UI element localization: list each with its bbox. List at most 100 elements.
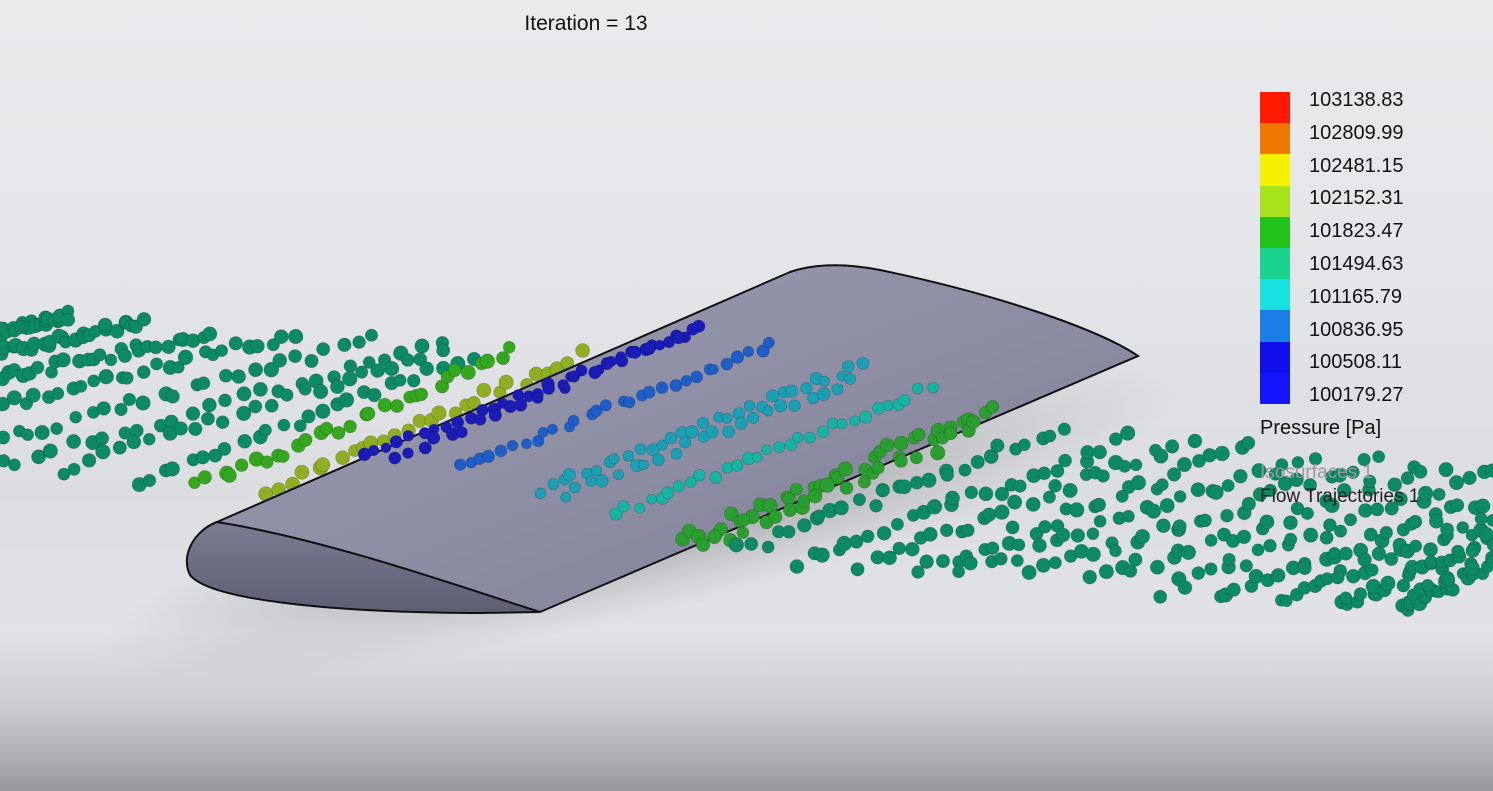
- trajectory-particle: [277, 418, 291, 432]
- trajectory-particle: [628, 345, 642, 359]
- trajectory-particle: [231, 369, 246, 384]
- trajectory-particle: [961, 523, 975, 537]
- trajectory-particle: [258, 423, 272, 437]
- trajectory-particle: [1042, 490, 1056, 504]
- trajectory-particle: [646, 443, 660, 457]
- trajectory-particle: [1464, 560, 1480, 576]
- trajectory-particle: [454, 458, 467, 471]
- trajectory-particle: [316, 342, 331, 356]
- trajectory-particle: [1155, 478, 1169, 491]
- trajectory-particle: [389, 435, 403, 449]
- trajectory-particle: [1236, 529, 1252, 545]
- trajectory-particle: [98, 369, 114, 385]
- trajectory-particle: [150, 357, 164, 371]
- trajectory-particle: [876, 525, 892, 541]
- trajectory-particle: [879, 437, 895, 453]
- wing-top-surface[interactable]: [214, 264, 1141, 614]
- trajectory-particle: [833, 500, 849, 516]
- trajectory-particle: [1037, 466, 1051, 481]
- trajectory-particle: [0, 430, 11, 445]
- trajectory-particle: [228, 336, 243, 351]
- trajectory-particle: [1092, 444, 1107, 460]
- trajectory-particle: [763, 336, 775, 349]
- trajectory-particle: [1450, 498, 1465, 513]
- trajectory-particle: [165, 389, 180, 404]
- trajectory-particle: [567, 414, 580, 427]
- trajectory-particle: [109, 323, 125, 339]
- trajectory-particle: [1462, 470, 1477, 486]
- trajectory-particle: [1115, 489, 1129, 503]
- trajectory-particle: [670, 447, 683, 460]
- color-swatch: [1260, 154, 1290, 186]
- trajectory-particle: [215, 344, 228, 357]
- trajectory-particle: [164, 461, 180, 477]
- trajectory-particle: [1338, 546, 1353, 561]
- trajectory-particle: [1025, 496, 1041, 512]
- trajectory-particle: [1380, 575, 1396, 591]
- legend-tick: 100836.95: [1309, 318, 1404, 341]
- trajectory-particle: [343, 419, 357, 434]
- trajectory-particle: [966, 414, 981, 429]
- trajectory-particle: [826, 417, 839, 430]
- trajectory-particle: [1109, 544, 1122, 558]
- trajectory-particle: [1297, 560, 1312, 575]
- trajectory-particle: [402, 430, 414, 442]
- trajectory-particle: [1091, 497, 1106, 512]
- trajectory-particle: [221, 468, 237, 483]
- trajectory-particle: [185, 406, 201, 421]
- color-swatch: [1260, 185, 1290, 217]
- flow-trajectories-item[interactable]: Flow Trajectories 1: [1260, 486, 1420, 507]
- trajectory-particle: [559, 382, 571, 394]
- trajectory-particle: [1456, 521, 1469, 534]
- trajectory-particle: [7, 458, 21, 472]
- trajectory-particle: [804, 431, 816, 444]
- wing[interactable]: [185, 264, 1141, 615]
- trajectory-particle: [852, 493, 866, 507]
- trajectory-particle: [6, 390, 22, 406]
- color-swatch: [1260, 248, 1290, 280]
- trajectory-particle: [494, 444, 508, 458]
- trajectory-particle: [1208, 484, 1224, 501]
- trajectory-particle: [114, 402, 128, 417]
- trajectory-particle: [768, 509, 783, 524]
- trajectory-particle: [978, 486, 994, 502]
- trajectory-particle: [789, 482, 803, 496]
- trajectory-particle: [407, 374, 421, 388]
- trajectory-particle: [693, 469, 706, 482]
- pressure-legend[interactable]: 103138.83 102809.99 102481.15 102152.31 1018…: [1258, 90, 1488, 510]
- trajectory-particle: [1120, 425, 1136, 441]
- legend-tick: 101823.47: [1309, 220, 1404, 243]
- trajectory-particle: [1191, 566, 1206, 580]
- trajectory-particle: [896, 479, 912, 495]
- trajectory-particle: [414, 338, 430, 354]
- trajectory-particle: [1082, 569, 1097, 585]
- trajectory-particle: [1440, 522, 1455, 537]
- trajectory-particle: [685, 476, 697, 488]
- trajectory-particle: [1357, 452, 1371, 467]
- trajectory-particle: [1018, 438, 1031, 452]
- trajectory-particle: [839, 481, 854, 495]
- trajectory-particle: [655, 381, 669, 395]
- trajectory-particle: [1122, 509, 1135, 523]
- trajectory-particle: [1145, 503, 1162, 519]
- trajectory-particle: [1086, 527, 1100, 541]
- trajectory-particle: [638, 459, 649, 471]
- trajectory-particle: [455, 426, 468, 439]
- trajectory-particle: [1308, 452, 1323, 466]
- trajectory-particle: [856, 357, 870, 370]
- trajectory-particle: [1226, 582, 1241, 597]
- trajectory-particle: [622, 450, 635, 462]
- isosurfaces-item[interactable]: Isosurfaces 1: [1260, 462, 1373, 483]
- trajectory-particle: [1332, 467, 1347, 483]
- trajectory-particle: [532, 434, 545, 448]
- trajectory-particle: [1303, 527, 1319, 543]
- wing-root-airfoil[interactable]: [185, 520, 541, 615]
- trajectory-particle: [120, 371, 134, 385]
- trajectory-particle: [1485, 463, 1493, 478]
- trajectory-particle: [911, 382, 924, 394]
- trajectory-particle: [634, 502, 646, 514]
- trajectory-particle: [872, 401, 885, 415]
- trajectory-particle: [1417, 485, 1434, 501]
